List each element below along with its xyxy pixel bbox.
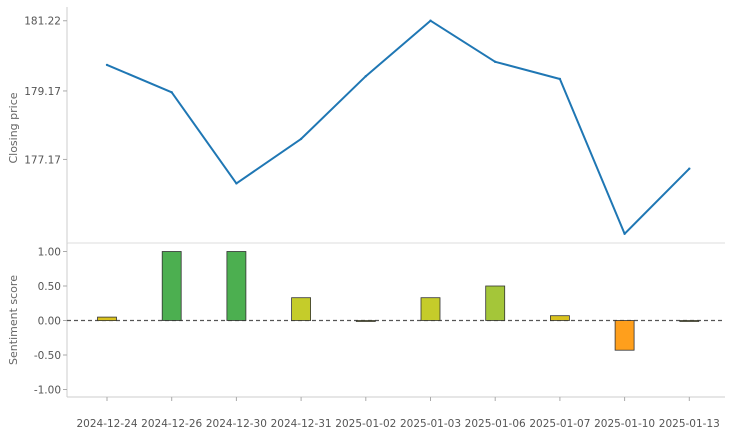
x-tick-label: 2025-01-07 [529, 418, 590, 430]
price-y-tick-label: 177.17 [24, 154, 61, 166]
price-y-axis-title: Closing price [7, 92, 20, 163]
sentiment-y-tick-label: -1.00 [34, 385, 61, 397]
x-tick-label: 2024-12-26 [141, 418, 202, 430]
sentiment-bar [291, 297, 312, 321]
price-point [105, 63, 109, 67]
price-point [558, 77, 562, 81]
x-ticks: 2024-12-24 2024-12-26 2024-12-30 2024-12-31… [76, 397, 720, 430]
price-point [429, 19, 432, 22]
sentiment-panel: 1.00 0.50 0.00 -0.50 -1.00 Sentiment score 2… [7, 243, 725, 430]
sentiment-y-tick-label: -0.50 [34, 350, 61, 362]
price-point [170, 91, 173, 94]
sentiment-bar [355, 320, 376, 322]
sentiment-bar [420, 297, 441, 321]
x-tick-label: 2024-12-31 [271, 418, 332, 430]
price-y-tick-label: 179.17 [24, 86, 61, 98]
x-tick-label: 2025-01-10 [594, 418, 655, 430]
sentiment-bar [485, 285, 506, 321]
sentiment-y-tick-label: 0.00 [38, 316, 61, 328]
price-point [235, 182, 238, 185]
sentiment-y-tick-label: 1.00 [38, 247, 61, 259]
price-points [105, 19, 691, 235]
price-point [364, 75, 367, 78]
sentiment-bars [97, 251, 700, 351]
x-tick-label: 2025-01-06 [465, 418, 526, 430]
sentiment-bar [614, 320, 635, 351]
price-point [494, 60, 497, 64]
sentiment-bar [161, 251, 182, 321]
sentiment-y-ticks: 1.00 0.50 0.00 -0.50 -1.00 [34, 247, 67, 397]
sentiment-bar [97, 316, 117, 322]
sentiment-bar [679, 320, 700, 322]
sentiment-y-tick-label: 0.50 [38, 281, 61, 293]
price-point [623, 232, 626, 235]
x-tick-label: 2024-12-30 [206, 418, 267, 430]
price-point [688, 167, 691, 170]
sentiment-bar [226, 251, 247, 321]
price-line [106, 19, 691, 235]
price-point [299, 137, 303, 141]
sentiment-y-axis-title: Sentiment score [7, 275, 20, 365]
price-y-tick-label: 181.22 [24, 16, 61, 28]
price-y-ticks: 181.22 179.17 177.17 [24, 16, 67, 166]
x-tick-label: 2024-12-24 [76, 418, 137, 430]
x-tick-label: 2025-01-03 [400, 418, 461, 430]
x-tick-label: 2025-01-02 [335, 418, 396, 430]
x-tick-label: 2025-01-13 [659, 418, 720, 430]
price-panel: 181.22 179.17 177.17 Closing price [7, 7, 691, 243]
sentiment-bar [550, 315, 570, 321]
